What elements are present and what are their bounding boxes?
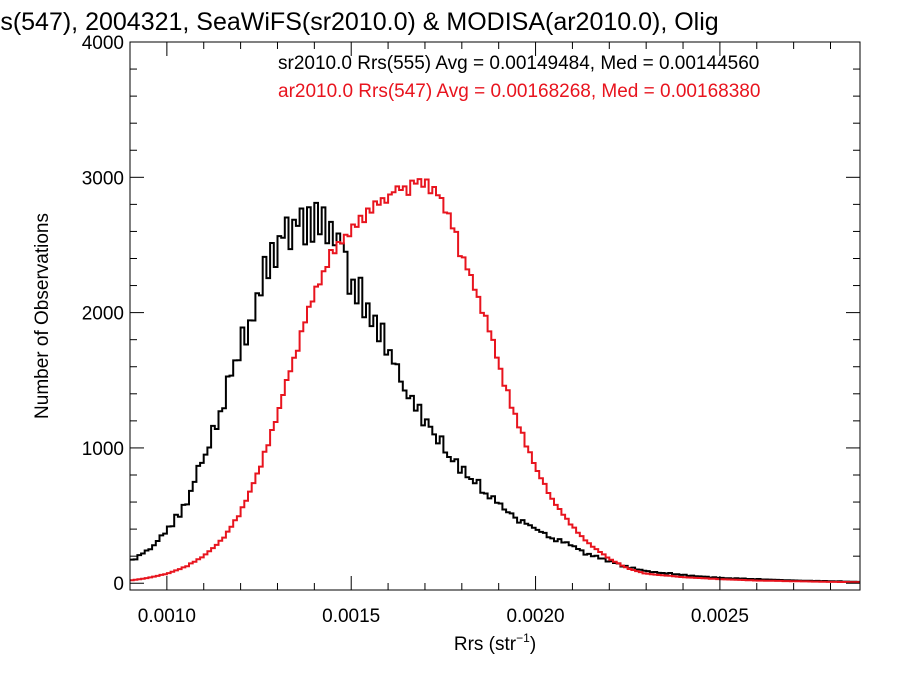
- x-axis-label: Rrs (str−1): [454, 631, 536, 655]
- series-line-ar2010: [130, 178, 860, 584]
- x-tick-label: 0.0020: [506, 606, 564, 627]
- y-tick-label: 0: [113, 574, 124, 595]
- tick-labels-layer: 0.0010 0.0015 0.0020 0.0025 0 1000 2000 3000 400…: [82, 33, 749, 627]
- x-axis-label-main: Rrs (str: [454, 634, 517, 655]
- x-tick-label: 0.0025: [691, 606, 749, 627]
- plot-frame: [129, 41, 861, 591]
- y-tick-label: 1000: [82, 439, 124, 460]
- ticks-layer: [129, 41, 860, 590]
- x-tick-label: 0.0015: [322, 606, 380, 627]
- series-line-sr2010: [130, 201, 860, 583]
- y-tick-label: 3000: [82, 168, 124, 189]
- x-tick-label: 0.0010: [138, 606, 196, 627]
- y-tick-label: 2000: [82, 304, 124, 325]
- x-axis-label-superscript: −1: [516, 631, 530, 645]
- x-axis-label-close: ): [530, 634, 536, 655]
- y-tick-label: 4000: [82, 33, 124, 54]
- series-layer: [130, 178, 860, 584]
- y-axis-label: Number of Observations: [32, 213, 53, 419]
- legend-entry-sr2010: sr2010.0 Rrs(555) Avg = 0.00149484, Med …: [278, 53, 759, 74]
- chart-title: rs(547), 2004321, SeaWiFS(sr2010.0) & MO…: [0, 8, 719, 36]
- legend-entry-ar2010: ar2010.0 Rrs(547) Avg = 0.00168268, Med …: [278, 81, 760, 102]
